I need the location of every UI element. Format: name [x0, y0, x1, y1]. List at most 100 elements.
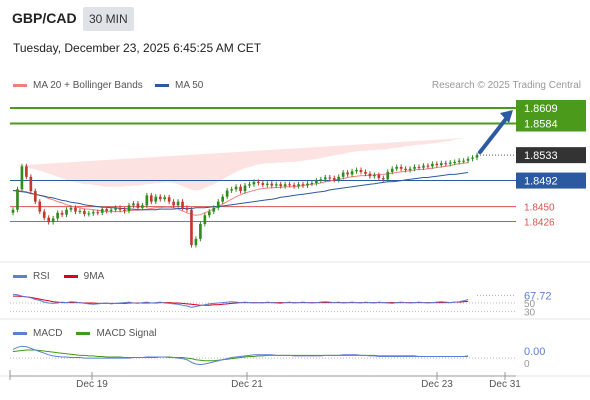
level-tag-resistance	[516, 100, 586, 117]
candle-body	[297, 184, 300, 187]
candle-body	[386, 171, 390, 180]
candle-body	[16, 189, 19, 210]
candle	[417, 164, 421, 171]
candle	[74, 205, 77, 215]
candle	[199, 221, 202, 242]
candle-body	[172, 201, 175, 206]
level-label-support: 1.8426	[524, 217, 555, 228]
symbol-title: GBP/CAD	[12, 10, 77, 26]
candle-body	[279, 184, 283, 187]
candle	[381, 175, 385, 182]
candle	[136, 201, 140, 211]
candle-body	[319, 179, 323, 181]
candle-body	[359, 170, 363, 172]
candle-body	[123, 209, 126, 211]
candle	[328, 174, 332, 181]
candle-body	[109, 209, 113, 211]
candle	[288, 181, 291, 188]
legend-ma50: MA 50	[155, 80, 203, 91]
candle	[20, 163, 24, 192]
candle-body	[301, 184, 305, 186]
candle	[395, 164, 399, 172]
candle-body	[439, 163, 443, 166]
candle-body	[328, 177, 332, 179]
candle	[118, 205, 122, 213]
candle	[78, 208, 82, 215]
candle-body	[270, 183, 274, 186]
last-price-label: 1.8533	[524, 150, 558, 162]
level-tag-resistance	[516, 115, 586, 132]
candle-body	[337, 176, 341, 180]
candle	[350, 168, 354, 177]
candle	[167, 194, 171, 205]
candle-body	[422, 165, 425, 168]
candle	[158, 194, 162, 202]
candle-body	[373, 174, 376, 177]
candle-body	[431, 163, 434, 167]
candle-body	[341, 172, 345, 177]
candle-body	[149, 195, 153, 202]
candle	[364, 169, 367, 177]
macd-swatch	[13, 332, 27, 335]
rsi-label: RSI	[33, 271, 50, 282]
rsi-ma-swatch	[63, 275, 78, 278]
candle-body	[234, 186, 238, 190]
level-label-resistance: 1.8609	[524, 103, 558, 115]
candle	[185, 205, 189, 213]
legend-macd: MACD MACD Signal	[13, 328, 156, 339]
candle	[96, 209, 100, 216]
bollinger-band	[13, 137, 469, 191]
rsi-value-label: 67.72	[524, 290, 552, 302]
candle-body	[145, 195, 149, 206]
candle-body	[239, 186, 242, 192]
candle-body	[292, 184, 296, 187]
candle	[337, 174, 341, 183]
macd-line	[12, 345, 469, 366]
candle	[149, 192, 153, 205]
candle	[203, 212, 207, 227]
candle-body	[368, 173, 372, 177]
candle-body	[310, 183, 314, 185]
target-arrow	[478, 113, 511, 155]
candle-body	[154, 196, 158, 202]
candle	[475, 152, 479, 161]
candle	[292, 182, 296, 189]
legend-ma20: MA 20 + Bollinger Bands	[13, 80, 143, 91]
candle	[83, 208, 86, 217]
macd-value-label: 0.00	[524, 346, 545, 358]
x-tick-label: Dec 23	[421, 379, 453, 390]
candle-body	[306, 183, 309, 186]
rsi-swatch	[13, 275, 27, 278]
rsi-ma-label: 9MA	[83, 271, 105, 282]
candle-body	[33, 191, 37, 202]
candle-body	[42, 211, 46, 218]
candle-body	[413, 166, 416, 169]
candle	[413, 164, 416, 172]
candle-body	[29, 176, 33, 192]
macd-signal-swatch	[76, 332, 91, 335]
candle-body	[114, 207, 117, 210]
level-label-support: 1.8450	[524, 203, 555, 214]
candle	[301, 181, 305, 188]
level-tag-pivot	[516, 172, 586, 189]
candle-body	[105, 209, 109, 211]
candle-body	[283, 184, 287, 187]
candle-body	[132, 203, 135, 206]
candle-body	[96, 212, 100, 214]
timeframe-badge[interactable]: 30 MIN	[83, 7, 134, 31]
candle-body	[221, 196, 225, 202]
candle	[279, 181, 283, 189]
candle	[221, 194, 225, 205]
candle-body	[60, 212, 64, 215]
candle	[212, 205, 216, 215]
candle	[332, 175, 336, 183]
candle	[359, 167, 363, 175]
macd-signal-line	[12, 349, 469, 362]
candle	[87, 210, 91, 217]
candle	[141, 202, 144, 211]
ma50-line	[12, 172, 469, 211]
candle-body	[475, 155, 479, 158]
candle	[373, 172, 376, 179]
candle	[65, 207, 68, 218]
